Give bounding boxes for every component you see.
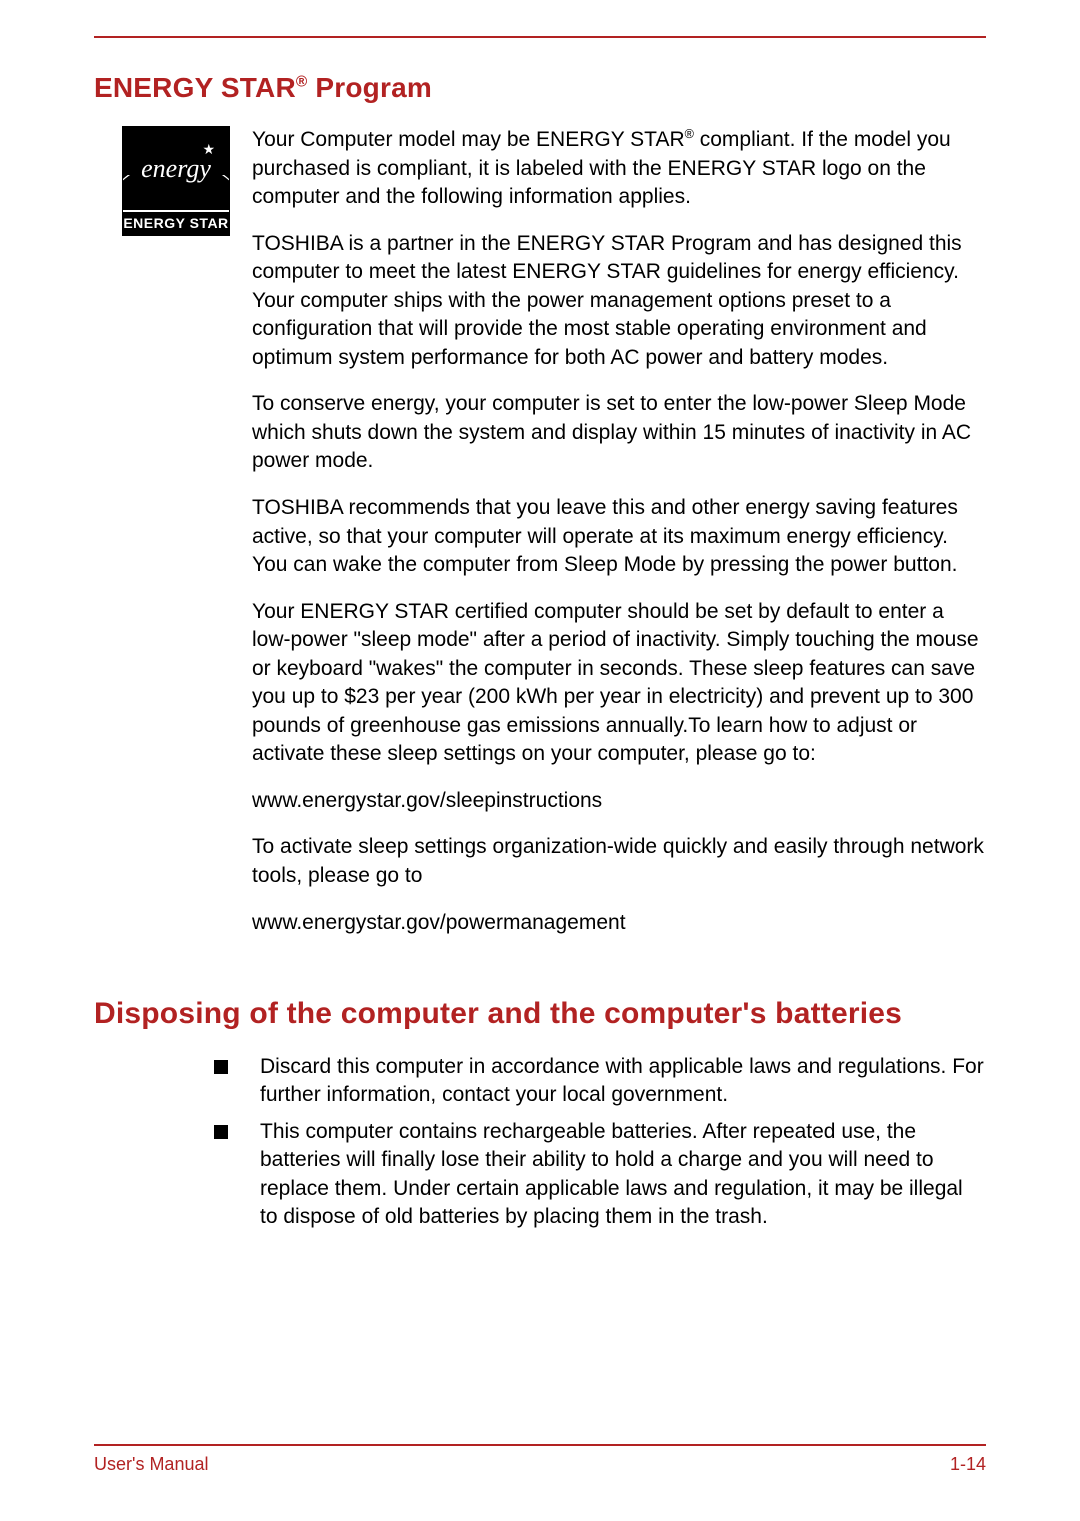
logo-top: ★ energy [123,127,229,210]
bullet-square-icon [214,1125,228,1139]
paragraph: TOSHIBA recommends that you leave this a… [252,494,986,580]
paragraph-link: www.energystar.gov/powermanagement [252,909,986,938]
paragraph: Your Computer model may be ENERGY STAR® … [252,126,986,212]
energy-star-block: ★ energy ENERGY STAR Your Computer model… [94,126,986,955]
footer-page-number: 1-14 [950,1454,986,1475]
bullet-square-icon [214,1060,228,1074]
paragraph: To activate sleep settings organization-… [252,833,986,890]
bullet-list: Discard this computer in accordance with… [214,1053,986,1232]
page-footer: User's Manual 1-14 [94,1444,986,1475]
heading-text-post: Program [307,72,432,103]
bullet-text: Discard this computer in accordance with… [260,1053,986,1110]
section-heading-disposing: Disposing of the computer and the comput… [94,995,986,1033]
footer-left: User's Manual [94,1454,208,1475]
energy-star-text-column: Your Computer model may be ENERGY STAR® … [252,126,986,955]
bullet-text: This computer contains rechargeable batt… [260,1118,986,1232]
logo-arc [123,175,229,211]
logo-box: ★ energy ENERGY STAR [122,126,230,236]
paragraph: To conserve energy, your computer is set… [252,390,986,476]
star-icon: ★ [202,141,215,158]
logo-bottom-label: ENERGY STAR [123,210,229,235]
heading-sup: ® [296,74,308,91]
energy-star-logo: ★ energy ENERGY STAR [122,126,230,236]
document-page: ENERGY STAR® Program ★ energy ENERGY STA… [0,0,1080,1521]
list-item: Discard this computer in accordance with… [214,1053,986,1110]
paragraph: TOSHIBA is a partner in the ENERGY STAR … [252,230,986,373]
paragraph-link: www.energystar.gov/sleepinstructions [252,787,986,816]
paragraph: Your ENERGY STAR certified computer shou… [252,598,986,769]
heading-text-pre: ENERGY STAR [94,72,296,103]
top-rule [94,36,986,38]
list-item: This computer contains rechargeable batt… [214,1118,986,1232]
section-heading-energy-star: ENERGY STAR® Program [94,72,986,104]
